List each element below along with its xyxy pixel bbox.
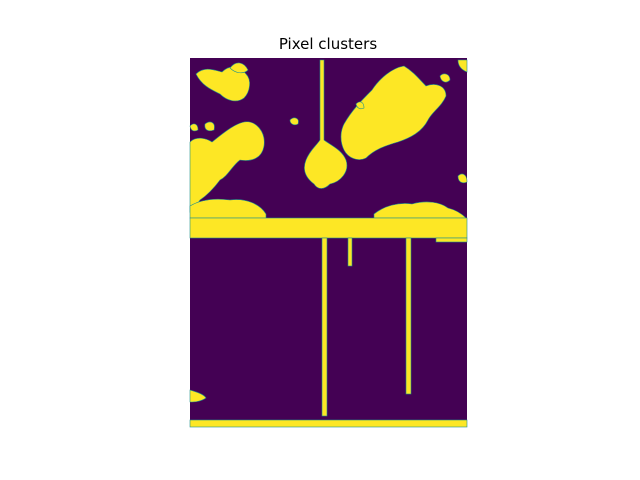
cluster-1-region — [189, 198, 267, 219]
cluster-1-region — [405, 237, 412, 395]
cluster-1-region — [439, 73, 451, 83]
cluster-1-region — [355, 101, 365, 110]
cluster-1-region — [189, 389, 207, 403]
cluster-1-region — [457, 173, 468, 184]
cluster-1-region — [340, 65, 447, 160]
cluster-1-region — [195, 66, 250, 102]
cluster-image — [189, 58, 468, 428]
cluster-1-region — [435, 237, 468, 243]
cluster-1-region — [304, 59, 348, 189]
cluster-1-region — [229, 62, 249, 74]
cluster-1-region — [347, 237, 353, 267]
chart-title: Pixel clusters — [279, 35, 377, 53]
cluster-1-region — [457, 59, 468, 73]
cluster-1-region — [289, 117, 299, 126]
cluster-1-region — [189, 217, 468, 239]
cluster-1-region — [373, 201, 467, 219]
cluster-1-regions — [189, 59, 468, 428]
cluster-1-region — [189, 123, 199, 132]
cluster-1-region — [189, 121, 265, 213]
cluster-1-region — [189, 419, 468, 428]
cluster-1-region — [321, 237, 328, 417]
cluster-1-region — [204, 121, 215, 132]
